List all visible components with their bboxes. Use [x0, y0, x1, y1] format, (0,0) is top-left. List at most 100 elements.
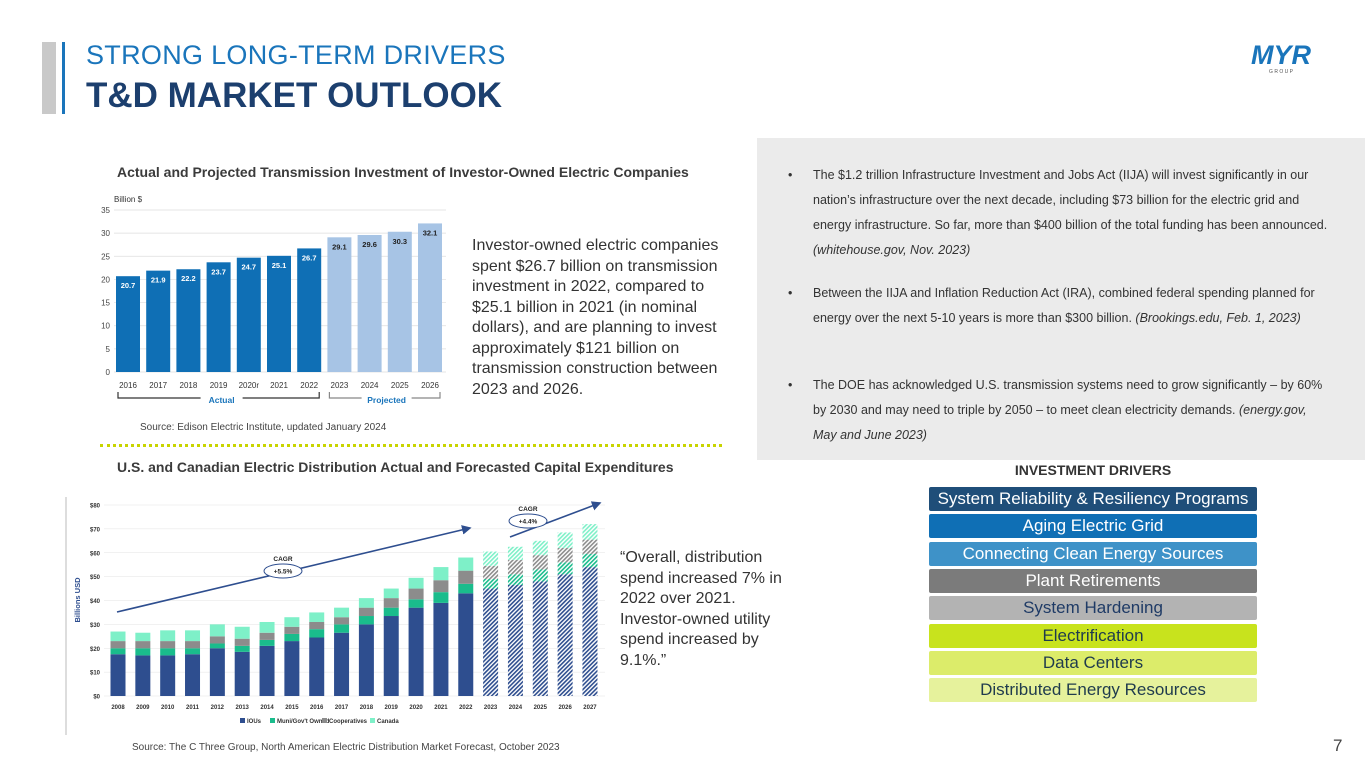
bullet-text: Between the IIJA and Inflation Reduction… — [813, 286, 1315, 325]
bar-segment — [309, 637, 325, 696]
cagr-label: CAGR — [518, 506, 537, 513]
bar-segment — [284, 617, 300, 627]
bar-segment — [160, 655, 176, 696]
bar-segment — [234, 626, 250, 639]
x-tick-label: 2026 — [421, 381, 439, 390]
bar-segment — [135, 632, 151, 642]
bar-segment — [259, 632, 275, 640]
x-tick-label: 2021 — [434, 705, 448, 711]
bar-segment — [458, 593, 474, 696]
x-tick-label: 2025 — [391, 381, 409, 390]
x-tick-label: 2011 — [186, 705, 200, 711]
data-label: 29.6 — [362, 240, 377, 249]
x-tick-label: 2010 — [161, 705, 175, 711]
bar-segment — [408, 607, 424, 696]
x-tick-label: 2022 — [459, 705, 473, 711]
bar-segment — [334, 632, 350, 696]
legend-label: Cooperatives — [329, 719, 368, 725]
distribution-heading: U.S. and Canadian Electric Distribution … — [117, 459, 674, 475]
bar-segment — [234, 638, 250, 646]
bullet-item: • The DOE has acknowledged U.S. transmiss… — [788, 373, 1333, 448]
x-tick-label: 2020r — [239, 381, 260, 390]
x-tick-label: 2023 — [484, 705, 498, 711]
bar-segment — [334, 617, 350, 625]
bar-segment — [532, 555, 548, 570]
cagr-badge — [508, 513, 548, 529]
bullet-icon: • — [788, 378, 793, 392]
y-tick-label: 20 — [101, 275, 110, 284]
bar-segment — [582, 524, 598, 540]
transmission-source: Source: Edison Electric Institute, updat… — [140, 422, 387, 433]
bullet-citation: (Brookings.edu, Feb. 1, 2023) — [1135, 311, 1301, 325]
bar-segment — [234, 651, 250, 696]
logo-text: MYR — [1251, 40, 1312, 70]
bullet-text: The DOE has acknowledged U.S. transmissi… — [813, 378, 1323, 417]
bar-segment — [582, 539, 598, 554]
bar-segment — [483, 551, 499, 566]
y-tick-label: 25 — [101, 252, 110, 261]
bar-segment — [135, 641, 151, 649]
accent-bar — [42, 42, 56, 114]
transmission-heading: Actual and Projected Transmission Invest… — [117, 164, 689, 180]
bar-segment — [160, 648, 176, 656]
bar-segment — [557, 547, 573, 563]
bar-segment — [234, 645, 250, 652]
bar-segment — [458, 570, 474, 584]
x-tick-label: 2024 — [361, 381, 379, 390]
driver-item: Distributed Energy Resources — [929, 678, 1257, 703]
bar-segment — [433, 580, 449, 593]
bar-segment — [209, 643, 225, 649]
accent-line — [62, 42, 65, 114]
bar-segment — [110, 631, 126, 642]
y-tick-label: $50 — [90, 575, 101, 581]
bar-segment — [532, 569, 548, 582]
driver-item: System Hardening — [929, 596, 1257, 621]
bullet-text: The $1.2 trillion Infrastructure Investm… — [813, 168, 1328, 232]
y-tick-label: 5 — [106, 345, 111, 354]
myr-logo: MYR G R O U P — [1251, 40, 1312, 75]
x-tick-label: 2009 — [136, 705, 150, 711]
data-label: 26.7 — [302, 253, 317, 262]
legend-swatch — [322, 718, 327, 723]
bar-segment — [334, 624, 350, 633]
x-tick-label: 2021 — [270, 381, 288, 390]
bar-segment — [259, 639, 275, 646]
cagr-arrow — [509, 501, 602, 538]
bar-segment — [284, 633, 300, 642]
y-tick-label: $80 — [90, 504, 101, 510]
bar-segment — [135, 655, 151, 696]
bar-segment — [458, 583, 474, 594]
bar-segment — [383, 607, 399, 617]
driver-item: System Reliability & Resiliency Programs — [929, 487, 1257, 511]
y-tick-label: $10 — [90, 671, 101, 677]
x-tick-label: 2024 — [509, 705, 523, 711]
bar-segment — [433, 567, 449, 581]
bar-segment — [185, 630, 201, 642]
x-tick-label: 2019 — [385, 705, 399, 711]
x-tick-label: 2014 — [260, 705, 274, 711]
x-tick-label: 2022 — [300, 381, 318, 390]
cagr-value: +5.5% — [274, 569, 293, 576]
bar-segment — [507, 574, 523, 585]
bar-segment — [433, 602, 449, 696]
data-label: 24.7 — [241, 263, 256, 272]
bar-segment — [358, 616, 374, 625]
bar-segment — [358, 624, 374, 696]
bar-segment — [483, 565, 499, 580]
bar-segment — [284, 626, 300, 634]
data-label: 23.7 — [211, 267, 226, 276]
bar-segment — [284, 641, 300, 696]
page-supertitle: STRONG LONG-TERM DRIVERS — [86, 40, 506, 70]
bar-segment — [110, 648, 126, 655]
bar-segment — [507, 584, 523, 696]
data-label: 30.3 — [392, 237, 407, 246]
driver-item: Aging Electric Grid — [929, 514, 1257, 539]
bullet-citation: (energy.gov, May and June 2023) — [813, 403, 1307, 442]
legend-swatch — [270, 718, 275, 723]
logo-sub: G R O U P — [1269, 69, 1294, 75]
y-tick-label: 0 — [106, 368, 111, 377]
bullet-citation: (whitehouse.gov, Nov. 2023) — [813, 243, 971, 257]
bracket-gap — [361, 394, 412, 404]
bar-segment — [507, 546, 523, 560]
bullet-icon: • — [788, 168, 793, 182]
